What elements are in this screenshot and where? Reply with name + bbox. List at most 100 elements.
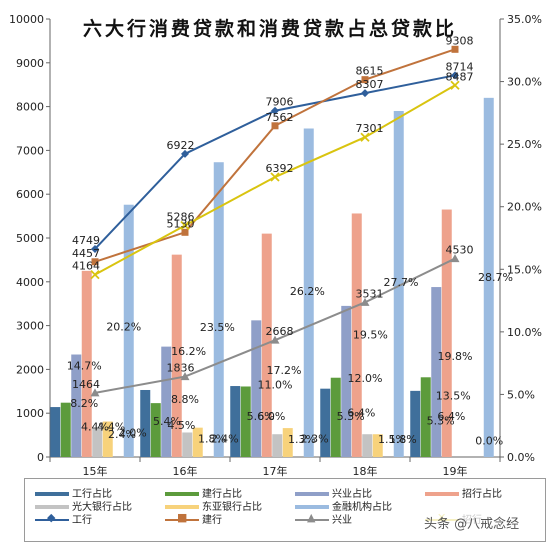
percent-label: 4.4% xyxy=(81,420,109,433)
percent-label: 12.0% xyxy=(348,372,383,385)
percent-label: 2.3% xyxy=(301,433,329,446)
legend-item: 东亚银行占比 xyxy=(165,498,262,513)
legend-swatch xyxy=(295,492,329,496)
bar xyxy=(410,390,421,457)
legend-label: 光大银行占比 xyxy=(72,502,132,513)
bar xyxy=(50,407,61,457)
line-point xyxy=(450,80,460,90)
percent-label: 23.5% xyxy=(200,321,235,334)
bar xyxy=(251,320,262,457)
line-value-label: 8714 xyxy=(446,60,474,73)
y-right-tick-label: 30.0% xyxy=(507,76,542,89)
legend-item: 工行占比 xyxy=(35,485,112,500)
y-left-tick-label: 9000 xyxy=(16,57,44,70)
percent-label: 17.2% xyxy=(267,364,302,377)
line-value-label: 9308 xyxy=(446,34,474,47)
percent-label: 20.2% xyxy=(106,320,141,333)
bar xyxy=(171,254,182,457)
bar xyxy=(261,233,272,457)
line-value-label: 7906 xyxy=(266,96,294,109)
line-value-label: 4457 xyxy=(72,247,100,260)
bar xyxy=(341,305,352,457)
x-tick-label: 18年 xyxy=(353,464,378,478)
legend-swatch xyxy=(35,505,69,509)
legend-item: 建行 xyxy=(165,511,222,526)
y-right-tick-label: 20.0% xyxy=(507,201,542,214)
bar xyxy=(140,389,151,457)
percent-label: 13.5% xyxy=(436,390,471,403)
line-value-label: 1464 xyxy=(72,378,100,391)
legend-item: 招行占比 xyxy=(425,485,502,500)
percent-label: 4.5% xyxy=(167,419,195,432)
y-left-tick-label: 3000 xyxy=(16,320,44,333)
bar xyxy=(102,421,113,457)
line-value-label: 6392 xyxy=(266,162,294,175)
legend-item: 金融机构占比 xyxy=(295,498,392,513)
line-value-label: 7301 xyxy=(356,122,384,135)
bar xyxy=(351,213,362,457)
line-value-label: 8487 xyxy=(446,70,474,83)
bar xyxy=(441,209,452,457)
line-value-label: 1836 xyxy=(167,362,195,375)
bar xyxy=(372,434,383,457)
x-tick-label: 17年 xyxy=(263,464,288,478)
line-point xyxy=(180,372,190,381)
bar xyxy=(272,434,283,457)
legend-swatch xyxy=(425,492,459,496)
percent-label: 6.4% xyxy=(437,410,465,423)
bar xyxy=(92,428,103,457)
percent-label: 1.5% xyxy=(378,433,406,446)
line-point xyxy=(271,122,279,130)
percent-label: 28.7% xyxy=(478,271,513,284)
percent-label: 6.0% xyxy=(257,410,285,423)
legend-item: 兴业 xyxy=(295,511,352,526)
percent-label: 2.4% xyxy=(211,433,239,446)
y-left-tick-label: 6000 xyxy=(16,188,44,201)
line-point xyxy=(450,254,460,263)
legend-label: 招行占比 xyxy=(462,489,502,500)
bar xyxy=(330,377,341,457)
percent-label: 27.7% xyxy=(384,276,419,289)
line-value-label: 7562 xyxy=(266,111,294,124)
line-value-label: 4749 xyxy=(72,234,100,247)
legend-label: 东亚银行占比 xyxy=(202,502,262,513)
y-right-tick-label: 15.0% xyxy=(507,263,542,276)
line-point xyxy=(360,132,370,142)
percent-label: 16.2% xyxy=(171,345,206,358)
y-left-tick-label: 4000 xyxy=(16,276,44,289)
percent-label: 5.3% xyxy=(337,410,365,423)
legend-swatch xyxy=(165,505,199,509)
percent-label: 6.4% xyxy=(347,406,375,419)
legend-label: 建行 xyxy=(202,515,222,526)
line-value-label: 8615 xyxy=(356,65,384,78)
percent-label: 1.3% xyxy=(288,433,316,446)
line-value-label: 4164 xyxy=(72,260,100,273)
line-point xyxy=(181,228,189,236)
bar xyxy=(303,128,314,457)
bar xyxy=(192,427,203,457)
percent-label: 5.3% xyxy=(427,415,455,428)
x-tick-label: 19年 xyxy=(443,464,468,478)
percent-label: 4.4% xyxy=(97,420,125,433)
legend-label: 金融机构占比 xyxy=(332,502,392,513)
percent-label: 26.2% xyxy=(290,285,325,298)
bar xyxy=(150,403,161,457)
line-point xyxy=(270,335,280,344)
bar xyxy=(240,386,251,457)
x-tick-label: 15年 xyxy=(83,464,108,478)
legend-swatch xyxy=(165,511,199,525)
line-point xyxy=(90,388,100,397)
y-left-tick-label: 0 xyxy=(37,451,44,464)
watermark: 头条 @八戒念经 xyxy=(420,512,524,533)
line-point xyxy=(90,269,100,280)
legend-item: 光大银行占比 xyxy=(35,498,132,513)
percent-label: 14.7% xyxy=(67,359,102,372)
legend-item: 工行 xyxy=(35,511,92,526)
percent-label: 8.8% xyxy=(171,393,199,406)
chart-title: 六大行消费贷款和消费贷款占总贷款比 xyxy=(82,18,457,40)
y-right-tick-label: 0.0% xyxy=(507,451,535,464)
legend-swatch xyxy=(295,505,329,509)
legend-swatch xyxy=(165,492,199,496)
legend-swatch xyxy=(35,492,69,496)
